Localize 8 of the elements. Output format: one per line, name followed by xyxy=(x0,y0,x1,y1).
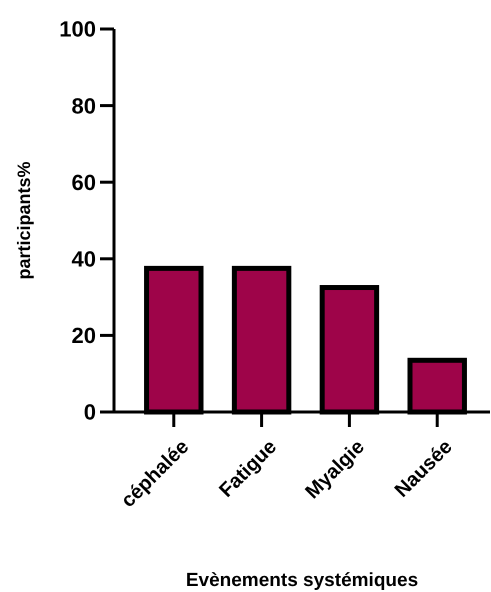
y-tick-label: 80 xyxy=(72,93,96,118)
y-tick-label: 20 xyxy=(72,323,96,348)
y-axis-title: participants% xyxy=(14,161,34,280)
y-tick-label: 60 xyxy=(72,170,96,195)
y-tick-label: 40 xyxy=(72,246,96,272)
y-tick-label: 100 xyxy=(59,16,96,42)
x-axis-title: Evènements systémiques xyxy=(186,570,418,591)
y-tick-label: 0 xyxy=(84,400,96,425)
